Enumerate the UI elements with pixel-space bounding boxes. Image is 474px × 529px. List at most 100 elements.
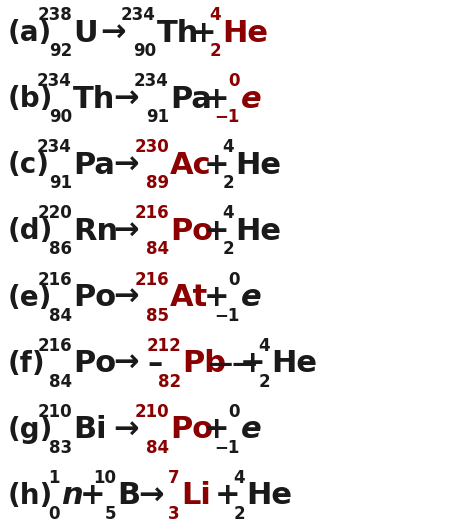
Text: Rn: Rn bbox=[73, 217, 118, 246]
Text: 216: 216 bbox=[134, 204, 169, 222]
Text: 86: 86 bbox=[49, 241, 72, 259]
Text: Th: Th bbox=[157, 19, 200, 48]
Text: Th: Th bbox=[73, 85, 115, 114]
Text: 89: 89 bbox=[146, 175, 169, 193]
Text: 0: 0 bbox=[48, 505, 60, 523]
Text: 230: 230 bbox=[134, 138, 169, 156]
Text: Po: Po bbox=[170, 415, 213, 444]
Text: 84: 84 bbox=[49, 373, 72, 391]
Text: 2: 2 bbox=[258, 373, 270, 391]
Text: (g): (g) bbox=[8, 416, 54, 444]
Text: Po: Po bbox=[73, 349, 116, 378]
Text: He: He bbox=[235, 217, 281, 246]
Text: (a): (a) bbox=[8, 19, 52, 47]
Text: (d): (d) bbox=[8, 217, 54, 245]
Text: ——: —— bbox=[208, 352, 258, 376]
Text: +: + bbox=[204, 151, 229, 180]
Text: +: + bbox=[204, 217, 229, 246]
Text: 238: 238 bbox=[37, 6, 72, 24]
Text: 210: 210 bbox=[37, 403, 72, 421]
Text: →: → bbox=[113, 349, 138, 378]
Text: +: + bbox=[215, 481, 241, 510]
Text: 2: 2 bbox=[233, 505, 245, 523]
Text: 216: 216 bbox=[37, 270, 72, 288]
Text: 220: 220 bbox=[37, 204, 72, 222]
Text: (e): (e) bbox=[8, 284, 52, 312]
Text: 91: 91 bbox=[146, 108, 169, 126]
Text: He: He bbox=[271, 349, 317, 378]
Text: He: He bbox=[235, 151, 281, 180]
Text: →: → bbox=[113, 151, 138, 180]
Text: e: e bbox=[241, 85, 262, 114]
Text: →: → bbox=[100, 19, 126, 48]
Text: (c): (c) bbox=[8, 151, 50, 179]
Text: Po: Po bbox=[73, 283, 116, 312]
Text: 2: 2 bbox=[222, 175, 234, 193]
Text: →: → bbox=[113, 283, 138, 312]
Text: 85: 85 bbox=[146, 307, 169, 325]
Text: 83: 83 bbox=[49, 439, 72, 457]
Text: He: He bbox=[222, 19, 268, 48]
Text: 7: 7 bbox=[168, 469, 180, 487]
Text: 92: 92 bbox=[49, 42, 72, 60]
Text: +: + bbox=[204, 283, 229, 312]
Text: →: → bbox=[138, 481, 164, 510]
Text: 84: 84 bbox=[49, 307, 72, 325]
Text: 90: 90 bbox=[133, 42, 156, 60]
Text: (b): (b) bbox=[8, 85, 54, 113]
Text: +: + bbox=[80, 481, 106, 510]
Text: (f): (f) bbox=[8, 350, 46, 378]
Text: Pa: Pa bbox=[170, 85, 212, 114]
Text: 4: 4 bbox=[222, 204, 234, 222]
Text: −1: −1 bbox=[215, 108, 240, 126]
Text: 0: 0 bbox=[228, 72, 240, 90]
Text: 234: 234 bbox=[37, 138, 72, 156]
Text: Pa: Pa bbox=[73, 151, 115, 180]
Text: 0: 0 bbox=[228, 403, 240, 421]
Text: →: → bbox=[113, 415, 138, 444]
Text: 234: 234 bbox=[134, 72, 169, 90]
Text: 90: 90 bbox=[49, 108, 72, 126]
Text: 10: 10 bbox=[93, 469, 116, 487]
Text: 212: 212 bbox=[146, 336, 181, 354]
Text: 91: 91 bbox=[49, 175, 72, 193]
Text: U: U bbox=[73, 19, 98, 48]
Text: 234: 234 bbox=[37, 72, 72, 90]
Text: 4: 4 bbox=[258, 336, 270, 354]
Text: 210: 210 bbox=[134, 403, 169, 421]
Text: −1: −1 bbox=[215, 439, 240, 457]
Text: At: At bbox=[170, 283, 208, 312]
Text: +: + bbox=[191, 19, 217, 48]
Text: 4: 4 bbox=[210, 6, 221, 24]
Text: Ac: Ac bbox=[170, 151, 211, 180]
Text: +: + bbox=[204, 415, 229, 444]
Text: 5: 5 bbox=[104, 505, 116, 523]
Text: Po: Po bbox=[170, 217, 213, 246]
Text: −1: −1 bbox=[215, 307, 240, 325]
Text: 0: 0 bbox=[228, 270, 240, 288]
Text: 216: 216 bbox=[134, 270, 169, 288]
Text: 1: 1 bbox=[48, 469, 60, 487]
Text: →: → bbox=[113, 85, 138, 114]
Text: Pb: Pb bbox=[182, 349, 226, 378]
Text: 84: 84 bbox=[146, 439, 169, 457]
Text: 82: 82 bbox=[158, 373, 181, 391]
Text: n: n bbox=[61, 481, 83, 510]
Text: 216: 216 bbox=[37, 336, 72, 354]
Text: Bi: Bi bbox=[73, 415, 107, 444]
Text: 234: 234 bbox=[121, 6, 156, 24]
Text: 2: 2 bbox=[222, 241, 234, 259]
Text: –: – bbox=[147, 349, 162, 378]
Text: 4: 4 bbox=[233, 469, 245, 487]
Text: 4: 4 bbox=[222, 138, 234, 156]
Text: He: He bbox=[246, 481, 292, 510]
Text: e: e bbox=[241, 415, 262, 444]
Text: →: → bbox=[113, 217, 138, 246]
Text: B: B bbox=[117, 481, 140, 510]
Text: +: + bbox=[204, 85, 229, 114]
Text: e: e bbox=[241, 283, 262, 312]
Text: Li: Li bbox=[181, 481, 211, 510]
Text: (h): (h) bbox=[8, 482, 53, 510]
Text: 84: 84 bbox=[146, 241, 169, 259]
Text: 2: 2 bbox=[210, 42, 221, 60]
